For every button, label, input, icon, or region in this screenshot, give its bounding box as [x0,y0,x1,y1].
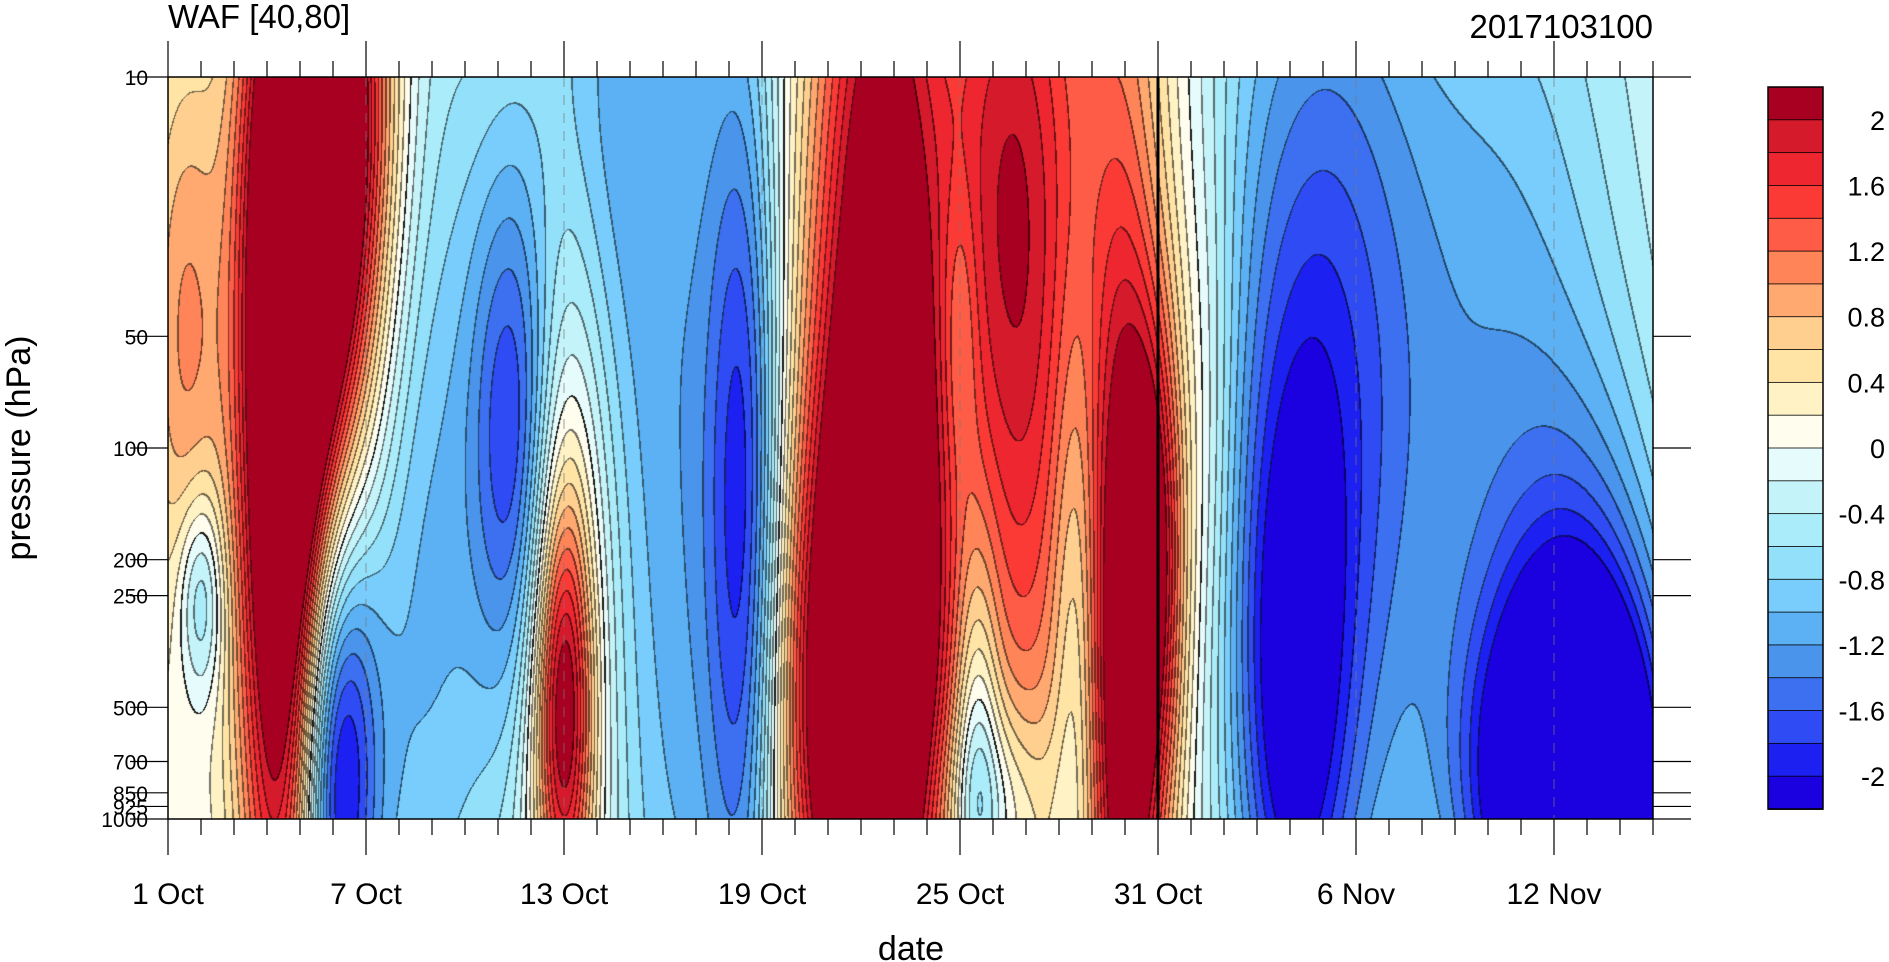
legend-label: 2 [1870,106,1885,136]
legend-swatch [1767,217,1824,252]
y-tick-label: 250 [113,586,148,609]
legend-label: -2 [1861,762,1885,792]
legend-swatch [1767,710,1824,745]
legend-swatch [1767,119,1824,154]
y-tick-label: 50 [125,326,148,349]
chart-title: WAF [40,80] [168,0,350,35]
legend-swatch [1767,513,1824,548]
y-tick-label: 925 [113,796,148,819]
x-axis: 1 Oct 7 Oct 13 Oct 19 Oct 25 Oct 31 Oct 6 Nov 1… [132,41,1654,911]
legend-label: 0 [1870,434,1885,464]
legend-swatch [1767,152,1824,187]
legend-swatch [1767,250,1824,285]
y-tick-label: 100 [113,438,148,461]
x-tick-label: 25 Oct [916,878,1005,911]
legend-swatch [1767,316,1824,351]
legend-swatch [1767,677,1824,712]
y-tick-label: 200 [113,550,148,573]
legend-label: -1.2 [1838,631,1885,661]
chart-run-label: 2017103100 [1469,8,1653,45]
legend-swatch [1767,644,1824,679]
legend-label: -0.8 [1838,565,1885,595]
x-tick-label: 6 Nov [1317,878,1395,911]
legend-swatch [1767,283,1824,318]
x-tick-label: 7 Oct [330,878,402,911]
legend-label: 0.8 [1847,303,1885,333]
y-tick-label: 1000 [101,809,148,832]
legend-swatch [1767,414,1824,449]
legend-frame [1767,86,1824,810]
x-tick-label: 13 Oct [520,878,609,911]
x-axis-label: date [878,930,944,962]
legend-swatch [1767,578,1824,613]
legend-swatch [1767,185,1824,220]
x-tick-label: 19 Oct [718,878,807,911]
legend-swatch [1767,349,1824,384]
y-tick-label: 500 [113,697,148,720]
legend-swatch [1767,86,1824,121]
y-tick-label: 850 [113,783,148,806]
legend-label: 0.4 [1847,368,1885,398]
legend-swatch [1767,546,1824,581]
contour-field [168,77,1653,819]
x-tick-label: 31 Oct [1114,878,1203,911]
y-tick-label: 700 [113,752,148,775]
legend-label: -1.6 [1838,697,1885,727]
legend-swatch [1767,611,1824,646]
legend-label: 1.6 [1847,171,1885,201]
legend-swatch [1767,480,1824,515]
legend-swatch [1767,742,1824,778]
color-legend: 2 1.6 1.2 0.8 0.4 0 -0.4 -0.8 -1.2 -1.6 -2 [1767,86,1885,810]
legend-swatch [1767,775,1824,810]
legend-swatch [1767,381,1824,417]
x-tick-label: 12 Nov [1506,878,1601,911]
y-tick-label: 10 [125,67,148,90]
x-tick-label: 1 Oct [132,878,204,911]
legend-label: -0.4 [1838,500,1885,530]
legend-swatch [1767,447,1824,482]
y-axis-label: pressure (hPa) [0,336,38,561]
legend-label: 1.2 [1847,237,1885,267]
